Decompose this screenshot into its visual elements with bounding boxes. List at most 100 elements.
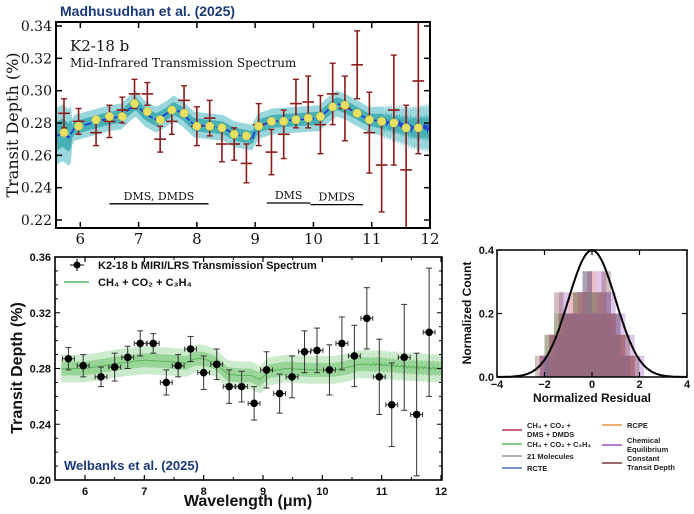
binned-model-point <box>241 131 251 141</box>
top-model-bands <box>57 90 430 166</box>
histogram-bar <box>620 334 630 377</box>
legend-item: RCPE <box>602 421 648 430</box>
data-marker <box>350 352 359 360</box>
top-binned-model <box>59 99 423 141</box>
data-point <box>133 330 147 357</box>
bottom-left-panel: 6 7 8 9 10 11 12 0.20 0.24 0.28 0.32 0.36 K2-18 b M… <box>9 252 447 510</box>
data-point <box>298 330 311 374</box>
data-marker <box>363 314 371 323</box>
histogram-bar <box>625 334 635 377</box>
histogram-series <box>544 292 630 377</box>
histogram-bar <box>554 292 564 377</box>
histogram-bar <box>549 334 559 377</box>
data-marker <box>400 353 409 362</box>
histogram-bar <box>601 271 611 377</box>
histogram-bar <box>582 271 592 377</box>
y-tick-label: 0.30 <box>21 84 52 100</box>
binned-model-point <box>155 115 165 125</box>
data-point <box>141 81 154 106</box>
x-tick-label: 11 <box>362 230 381 248</box>
legend-label: CH₄ + CO₂ + <box>527 421 572 430</box>
data-point <box>76 354 90 378</box>
data-marker <box>162 378 171 387</box>
legend-label: CH₄ + CO₂ + C₃H₄ <box>527 440 591 449</box>
histogram-bar <box>592 313 602 377</box>
bottom-xlabel: Wavelength (μm) <box>184 493 312 510</box>
bottom-model-line <box>61 358 442 381</box>
histogram-bar <box>582 292 592 377</box>
data-marker <box>300 347 309 356</box>
binned-model-point <box>352 108 362 118</box>
annotation-label: DMDS <box>319 191 355 204</box>
top-ylabel: Transit Depth (%) <box>3 52 22 197</box>
data-point <box>388 54 400 166</box>
histogram-bar <box>625 355 635 377</box>
data-point <box>146 333 160 354</box>
data-point <box>103 104 116 139</box>
data-point <box>61 347 75 371</box>
bottom-credit: Welbanks et al. (2025) <box>64 458 199 473</box>
legend-label: Constant <box>627 454 660 463</box>
data-point <box>128 78 141 110</box>
histogram-bar <box>634 355 645 377</box>
binned-model-point <box>303 113 313 123</box>
y-tick-label: 0.28 <box>30 364 51 376</box>
data-point <box>363 91 376 174</box>
y-tick-label: 0.28 <box>21 116 52 132</box>
data-marker <box>338 339 346 348</box>
data-point <box>347 324 361 388</box>
legend-item: CH₄ + CO₂ +DMS + DMDS <box>502 421 574 439</box>
top-subtitle: Mid-Infrared Transmission Spectrum <box>70 56 297 70</box>
data-marker <box>225 382 233 391</box>
data-point <box>351 30 363 100</box>
data-point <box>285 355 299 399</box>
data-point <box>222 369 236 404</box>
histogram-bar <box>539 355 550 377</box>
model-band-outer <box>57 90 430 166</box>
histogram-bar <box>563 313 573 377</box>
data-marker <box>110 363 119 371</box>
data-point <box>197 355 211 390</box>
histogram-xlabel: Normalized Residual <box>533 391 651 405</box>
data-marker <box>250 399 258 408</box>
binned-model-point <box>59 128 69 138</box>
legend-item: RCTE <box>502 464 547 473</box>
data-point <box>326 62 339 126</box>
x-tick-label: 6 <box>76 230 86 248</box>
histogram-bar <box>596 292 607 377</box>
binned-model-point <box>413 123 423 133</box>
data-marker <box>275 389 284 398</box>
data-marker <box>375 373 384 381</box>
legend-item: 21 Molecules <box>502 452 574 461</box>
x-tick-label: 6 <box>82 486 88 498</box>
data-point <box>385 362 399 448</box>
top-panel: Madhusudhan et al. (2025) DMS, DMDS DMS DM… <box>3 3 440 248</box>
histogram-bar <box>558 292 569 377</box>
histogram-bar <box>544 334 554 377</box>
binned-model-point <box>254 121 264 131</box>
histogram-bar <box>606 313 616 377</box>
data-point <box>335 316 349 371</box>
data-point <box>314 94 327 155</box>
x-tick-label: 11 <box>376 486 388 498</box>
y-tick-label: 0.24 <box>30 419 52 431</box>
x-tick-label: 2 <box>636 379 642 391</box>
top-credit: Madhusudhan et al. (2025) <box>60 3 235 19</box>
data-marker <box>174 361 182 370</box>
data-point <box>422 267 436 397</box>
data-marker <box>123 353 132 362</box>
annotation-label: DMS <box>275 189 303 202</box>
x-tick-label: −2 <box>538 379 551 391</box>
data-point <box>94 366 108 388</box>
histogram-bar <box>539 355 550 377</box>
histogram-bar <box>549 334 559 377</box>
binned-model-point <box>142 107 152 117</box>
legend-label: RCPE <box>627 421 648 430</box>
histogram-series <box>535 271 640 377</box>
histogram-bar <box>549 334 559 377</box>
histogram-bar <box>554 334 564 377</box>
binned-model-point <box>377 116 387 126</box>
y-tick-label: 0.32 <box>30 308 51 320</box>
binned-model-point <box>389 118 399 128</box>
data-point <box>410 352 424 477</box>
